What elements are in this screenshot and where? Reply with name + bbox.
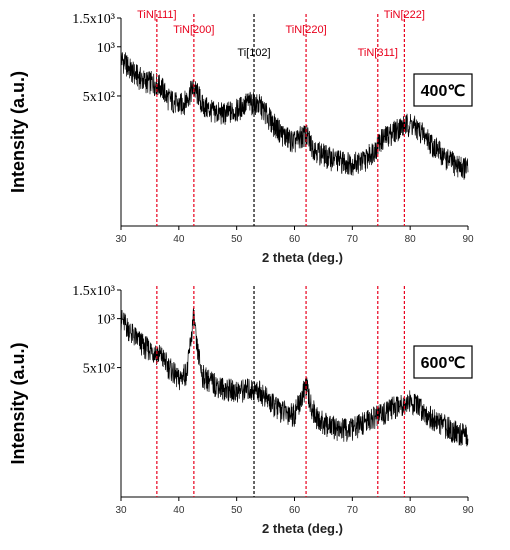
y-axis-title: Intensity (a.u.): [8, 342, 28, 464]
x-tick-label: 80: [405, 505, 417, 516]
xrd-panel-600c: 30 40 50 60 70 80 90 1.5x10³ 10³ 5x10² 2 theta (de…: [8, 284, 474, 536]
x-tick-label: 60: [289, 505, 301, 516]
temperature-label: 600℃: [421, 355, 466, 372]
x-tick-label: 90: [462, 234, 474, 245]
y-tick-label: 10³: [97, 313, 115, 328]
x-tick-label: 60: [289, 234, 301, 245]
y-tick-label: 1.5x10³: [72, 12, 115, 27]
x-tick-label: 30: [115, 505, 127, 516]
x-axis-title: 2 theta (deg.): [262, 250, 343, 265]
temperature-box: [413, 73, 473, 107]
reference-line-label: Ti[102]: [237, 47, 270, 59]
x-tick-label: 90: [462, 505, 474, 516]
xrd-panel-400c: 30 40 50 60 70 80 90 1.5x10³ 10³ 5x10² 2 theta (de…: [8, 9, 474, 265]
x-tick-label: 70: [347, 505, 359, 516]
x-tick-label: 80: [405, 234, 417, 245]
y-tick-label: 5x10²: [83, 362, 115, 377]
temperature-label: 400℃: [421, 83, 466, 100]
reference-line-label: TiN[111]: [137, 9, 177, 21]
reference-line-label: TiN[220]: [285, 24, 326, 36]
x-tick-label: 50: [231, 505, 243, 516]
x-tick-label: 40: [173, 505, 185, 516]
reference-line-label: TiN[200]: [173, 24, 214, 36]
y-tick-label: 1.5x10³: [72, 284, 115, 299]
y-axis-title: Intensity (a.u.): [8, 71, 28, 193]
reference-line-label: TiN[222]: [384, 9, 425, 21]
x-tick-label: 50: [231, 234, 243, 245]
y-tick-label: 5x10²: [83, 90, 115, 105]
temperature-box: [413, 345, 473, 379]
x-axis-title: 2 theta (deg.): [262, 521, 343, 536]
diffraction-trace: [120, 307, 469, 447]
diffraction-trace: [120, 52, 469, 180]
y-tick-label: 10³: [97, 41, 115, 56]
reference-line-label: TiN[311]: [358, 47, 398, 59]
x-tick-label: 40: [173, 234, 185, 245]
x-tick-label: 70: [347, 234, 359, 245]
x-tick-label: 30: [115, 234, 127, 245]
